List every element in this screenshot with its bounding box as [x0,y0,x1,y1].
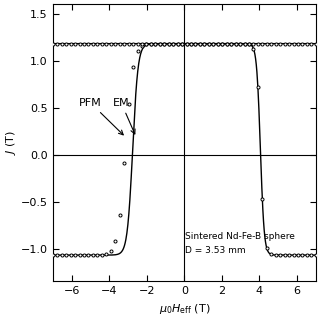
X-axis label: $\mu_0 H_{\mathrm{eff}}$ (T): $\mu_0 H_{\mathrm{eff}}$ (T) [158,302,210,316]
Text: EM: EM [113,98,135,134]
Text: PFM: PFM [79,98,123,135]
Text: D = 3.53 mm: D = 3.53 mm [185,246,246,255]
Text: Sintered Nd-Fe-B sphere: Sintered Nd-Fe-B sphere [185,232,295,241]
Y-axis label: $J$ (T): $J$ (T) [4,130,18,156]
